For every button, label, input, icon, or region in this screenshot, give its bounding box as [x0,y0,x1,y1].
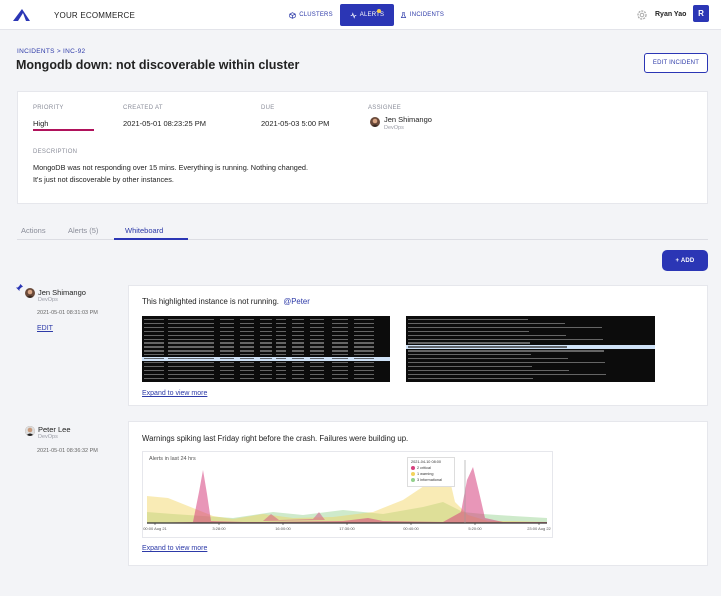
author-avatar[interactable] [25,426,35,436]
nav-clusters[interactable]: CLUSTERS [286,4,336,26]
incident-details-card: PRIORITY High CREATED AT 2021-05-01 08:2… [17,91,708,204]
chart-title: Alerts in last 24 hrs [149,456,196,462]
add-button[interactable]: + ADD [662,250,708,271]
post-message: This highlighted instance is not running… [142,297,279,306]
nav-incidents[interactable]: INCIDENTS [398,4,446,26]
user-avatar[interactable]: R [693,5,709,22]
gear-icon[interactable] [636,9,648,21]
mention-link[interactable]: @Peter [283,297,310,306]
assignee-name[interactable]: Jen Shimango [384,115,432,124]
top-navigation-bar: YOUR ECOMMERCE CLUSTERS ALERTS INCIDENTS… [0,0,721,30]
tab-alerts[interactable]: Alerts (5) [68,226,99,235]
pulse-icon [350,11,357,19]
description-line: It's just not discoverable by other inst… [33,175,174,184]
x-tick-label: 00:40:00 [403,526,419,531]
brand-logo-icon[interactable] [11,8,31,22]
author-role: DevOps [38,297,58,303]
incident-tabs: Actions Alerts (5) Whiteboard [17,226,708,240]
expand-link[interactable]: Expand to view more [142,545,208,552]
post-timestamp: 2021-05-01 08:36:32 PM [37,448,98,454]
page-title: Mongodb down: not discoverable within cl… [16,58,300,72]
tooltip-item: 1 warning [417,472,434,476]
x-tick-label: 16:00:00 [275,526,291,531]
description-text: MongoDB was not responding over 15 mins.… [33,162,453,186]
assignee-role: DevOps [384,125,404,131]
series-critical-area [147,467,547,523]
legend-swatch [411,478,415,482]
nav-alerts[interactable]: ALERTS [340,4,394,26]
active-tab-indicator [114,238,188,240]
nav-incidents-label: INCIDENTS [409,12,445,18]
whiteboard-post: Warnings spiking last Friday right befor… [128,421,708,566]
x-tick-label: 5:20:00 [468,526,482,531]
edit-post-link[interactable]: EDIT [37,325,53,332]
expand-link[interactable]: Expand to view more [142,390,208,397]
tooltip-item: 2 critical [417,466,431,470]
due-value: 2021-05-03 5:00 PM [261,119,330,128]
author-name[interactable]: Peter Lee [38,425,71,434]
priority-label: PRIORITY [33,105,64,111]
created-value: 2021-05-01 08:23:25 PM [123,119,206,128]
edit-incident-button[interactable]: EDIT INCIDENT [644,53,708,73]
attached-screenshot-table[interactable] [142,316,390,382]
flask-icon [400,11,407,18]
tooltip-timestamp: 2021-04-10 08:00 [411,460,441,464]
attached-screenshot-logs[interactable] [406,316,655,382]
breadcrumb[interactable]: INCIDENTS > INC-92 [17,48,86,55]
cube-icon [289,11,296,19]
due-label: DUE [261,105,275,111]
alerts-chart-plot: 00:00 Aug 21 3:28:00 16:00:00 17:30:00 00:40… [143,457,552,531]
tab-actions[interactable]: Actions [21,226,46,235]
priority-indicator [33,129,94,131]
post-text: This highlighted instance is not running… [142,297,310,306]
legend-swatch [411,472,415,476]
author-avatar[interactable] [25,288,35,298]
whiteboard-post: This highlighted instance is not running… [128,285,708,406]
pin-icon[interactable] [16,284,23,291]
x-tick-label: 23:00 Aug 22 [527,526,551,531]
brand-name: YOUR ECOMMERCE [54,11,136,20]
nav-alerts-label: ALERTS [359,12,385,18]
author-role: DevOps [38,434,58,440]
author-name[interactable]: Jen Shimango [38,288,86,297]
tooltip-item: 3 informational [417,478,442,482]
alert-notification-dot [377,9,381,13]
x-tick-label: 00:00 Aug 21 [143,526,167,531]
assignee-label: ASSIGNEE [368,105,402,111]
x-tick-label: 3:28:00 [212,526,226,531]
nav-clusters-label: CLUSTERS [299,12,333,18]
alerts-chart[interactable]: Alerts in last 24 hrs 00:00 Aug 21 3:28:0… [142,451,553,538]
post-message: Warnings spiking last Friday right befor… [142,434,409,443]
user-name[interactable]: Ryan Yao [655,11,687,18]
tab-whiteboard[interactable]: Whiteboard [125,226,164,235]
legend-swatch [411,466,415,470]
x-tick-label: 17:30:00 [339,526,355,531]
description-line: MongoDB was not responding over 15 mins.… [33,163,309,172]
post-timestamp: 2021-05-01 08:31:03 PM [37,310,98,316]
assignee-avatar[interactable] [370,117,380,127]
series-informational-area [147,502,547,523]
priority-value[interactable]: High [33,119,49,128]
series-critical-area [263,512,325,521]
chart-tooltip: 2021-04-10 08:00 2 critical 1 warning 3 … [407,457,455,487]
created-label: CREATED AT [123,105,163,111]
description-label: DESCRIPTION [33,149,78,155]
